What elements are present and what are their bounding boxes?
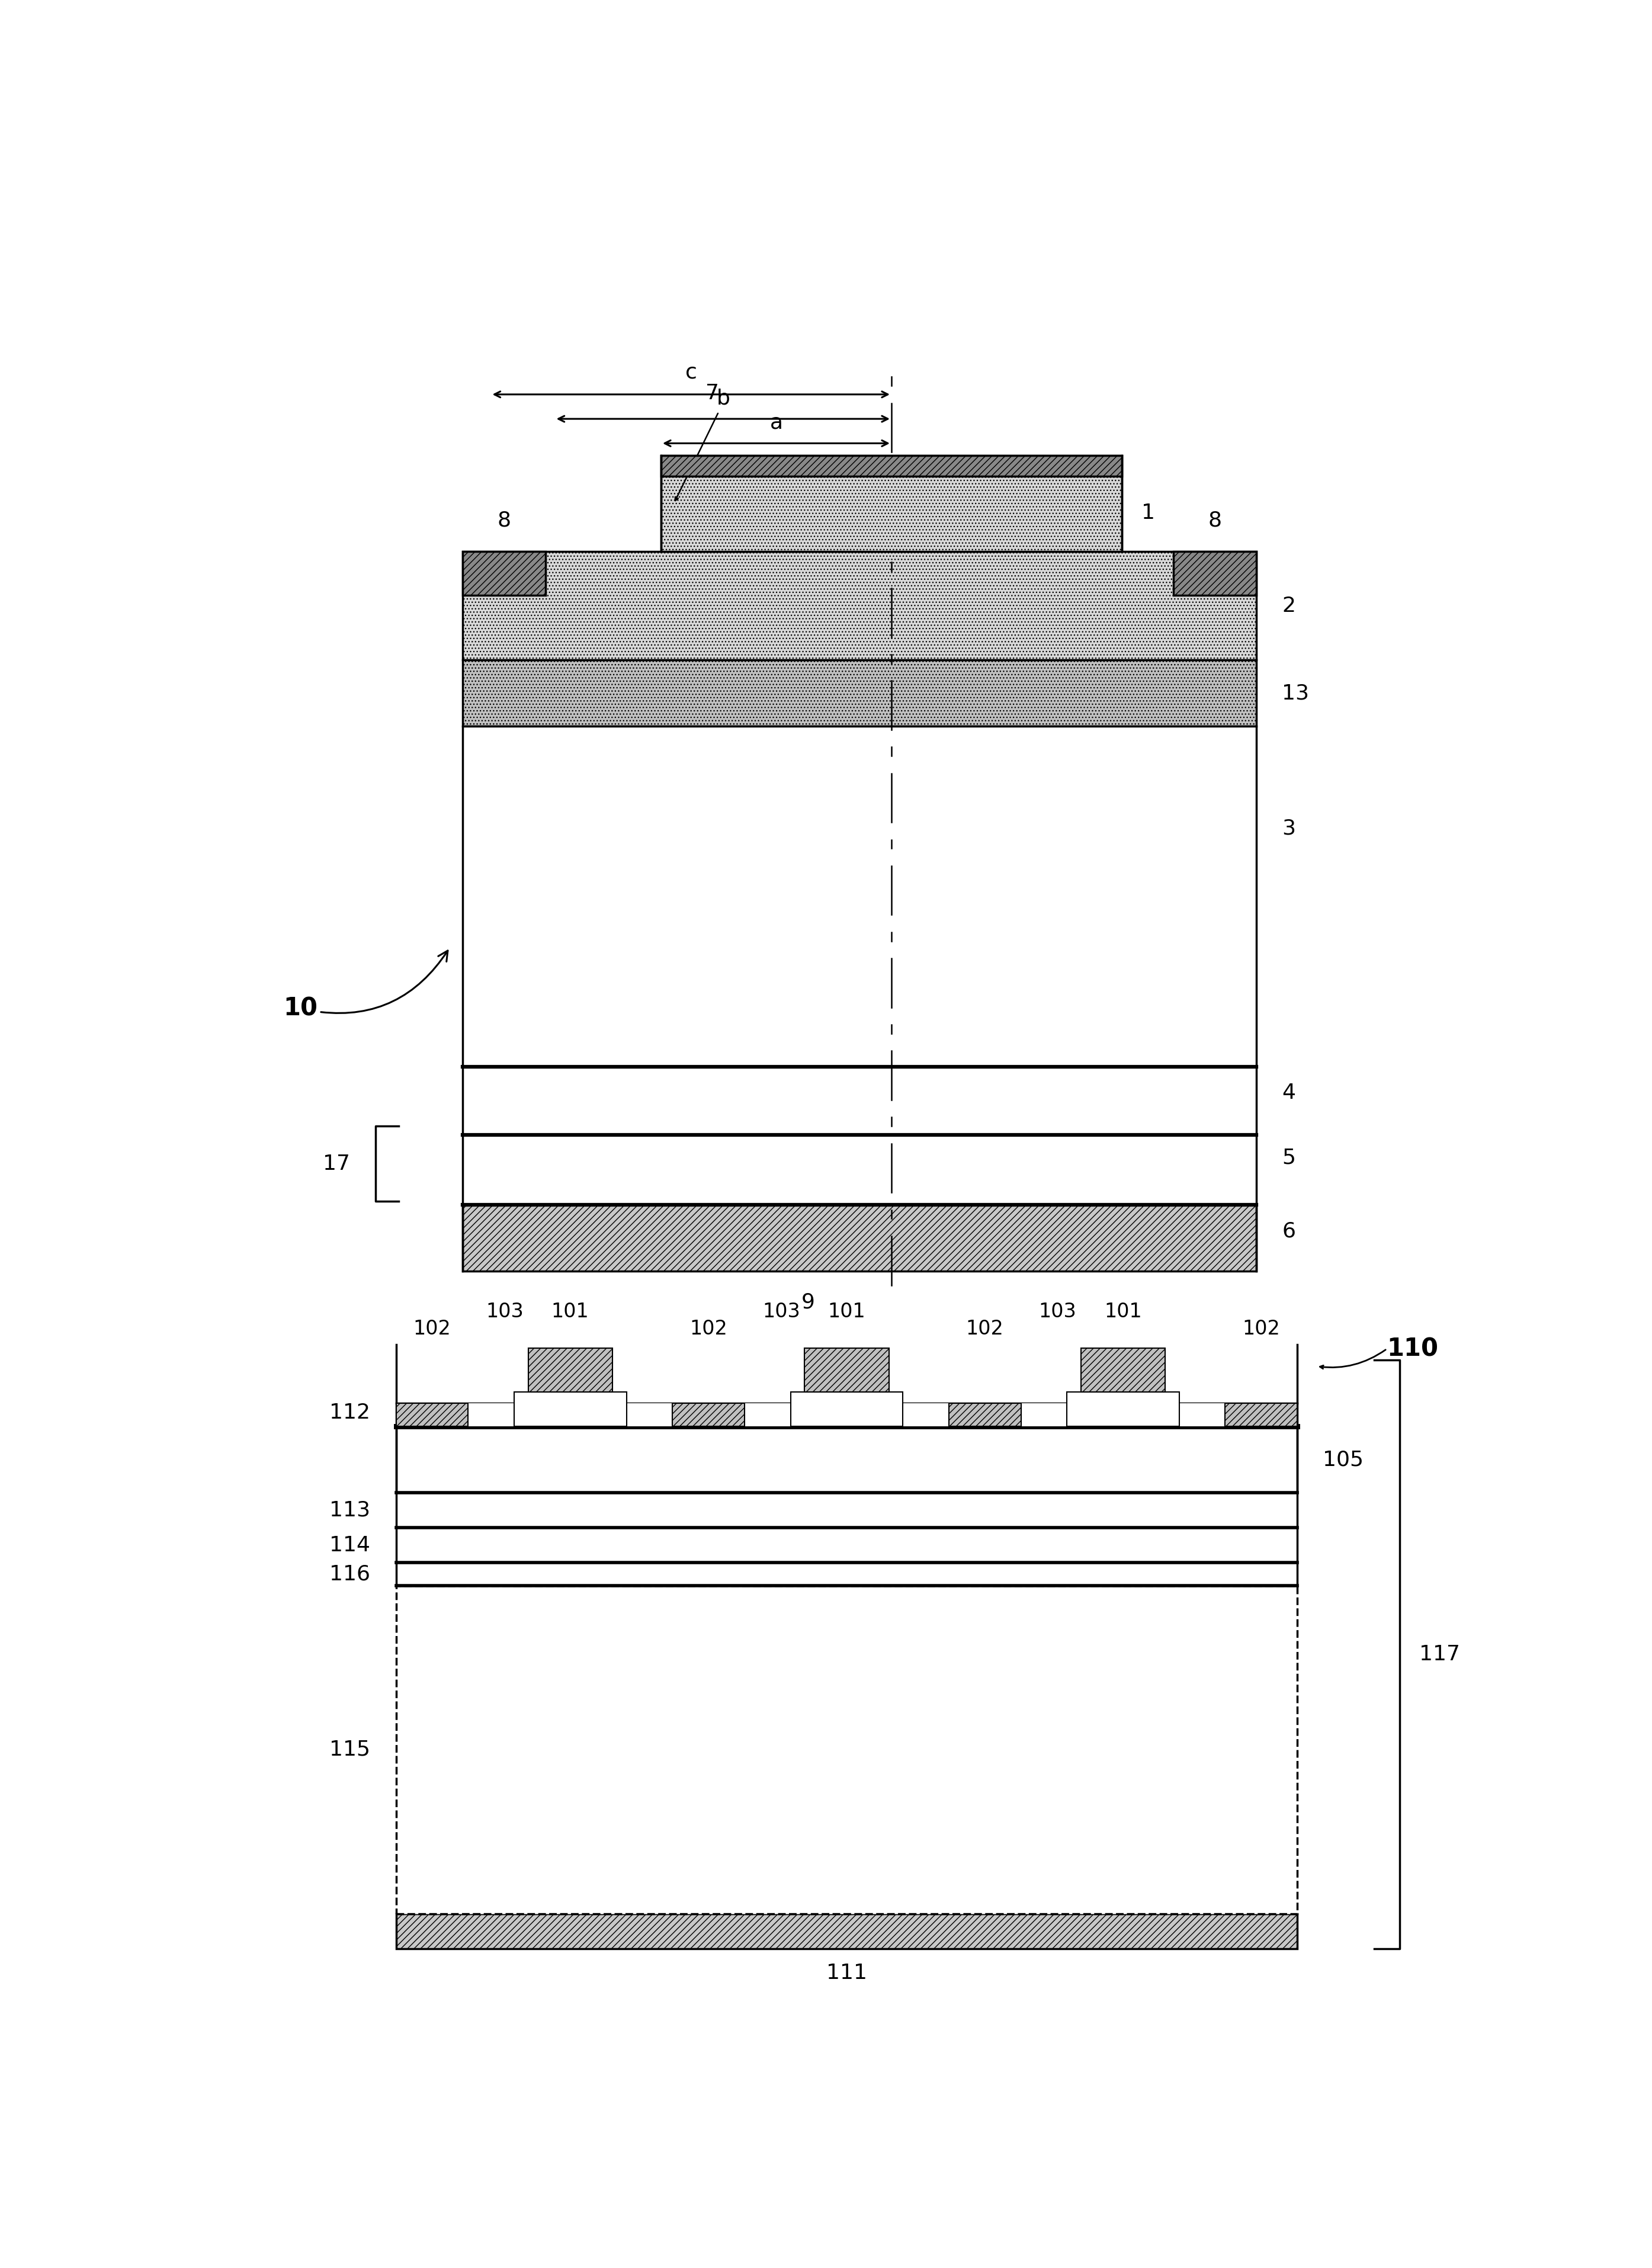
Bar — [1080, 1347, 1165, 1393]
Text: 116: 116 — [329, 1565, 370, 1583]
Text: 3: 3 — [1282, 819, 1295, 839]
Text: 102: 102 — [413, 1320, 451, 1338]
Text: 101: 101 — [1104, 1302, 1142, 1322]
Text: 115: 115 — [329, 1740, 370, 1760]
Text: 117: 117 — [1419, 1644, 1460, 1665]
Text: 111: 111 — [826, 1964, 867, 1982]
Text: b: b — [717, 388, 730, 408]
Text: 8: 8 — [1208, 510, 1221, 531]
Text: 2: 2 — [1282, 596, 1295, 617]
Text: 17: 17 — [322, 1154, 350, 1175]
Bar — [396, 1427, 1297, 1492]
Text: 103: 103 — [1039, 1302, 1077, 1322]
Bar — [396, 1404, 468, 1427]
Text: 1: 1 — [1142, 503, 1155, 524]
Text: 114: 114 — [329, 1535, 370, 1556]
Text: 8: 8 — [497, 510, 510, 531]
Bar — [672, 1404, 745, 1427]
Bar — [463, 551, 545, 594]
Bar — [396, 1585, 1297, 1914]
Text: 102: 102 — [966, 1320, 1004, 1338]
Text: 112: 112 — [329, 1402, 370, 1422]
Text: 9: 9 — [801, 1293, 814, 1313]
Bar — [790, 1393, 904, 1427]
Text: 10: 10 — [284, 950, 448, 1021]
Bar — [514, 1393, 626, 1427]
Text: 7: 7 — [705, 383, 719, 404]
Text: 101: 101 — [828, 1302, 866, 1322]
Bar — [529, 1347, 613, 1393]
Bar — [463, 660, 1256, 726]
Text: 110: 110 — [1388, 1336, 1439, 1361]
Bar — [745, 1404, 948, 1427]
Text: 4: 4 — [1282, 1082, 1295, 1102]
Bar — [1173, 551, 1256, 594]
Bar — [396, 1914, 1297, 1948]
Text: 13: 13 — [1282, 683, 1308, 703]
Text: 103: 103 — [762, 1302, 800, 1322]
Text: a: a — [770, 413, 783, 433]
Text: 5: 5 — [1282, 1148, 1295, 1168]
Text: 6: 6 — [1282, 1220, 1295, 1241]
Text: 105: 105 — [1323, 1449, 1365, 1470]
Bar — [463, 726, 1256, 1066]
Text: 102: 102 — [1242, 1320, 1280, 1338]
Text: 101: 101 — [552, 1302, 590, 1322]
Bar — [463, 551, 1256, 660]
Bar — [1021, 1404, 1226, 1427]
Bar — [948, 1404, 1021, 1427]
Bar — [805, 1347, 889, 1393]
Text: 113: 113 — [329, 1499, 370, 1520]
Text: 102: 102 — [689, 1320, 727, 1338]
Bar — [463, 1204, 1256, 1270]
Text: 103: 103 — [486, 1302, 524, 1322]
Text: c: c — [686, 363, 697, 383]
Bar — [661, 456, 1122, 476]
Bar — [661, 456, 1122, 551]
Bar — [1226, 1404, 1297, 1427]
Bar — [1067, 1393, 1180, 1427]
Bar — [468, 1404, 672, 1427]
